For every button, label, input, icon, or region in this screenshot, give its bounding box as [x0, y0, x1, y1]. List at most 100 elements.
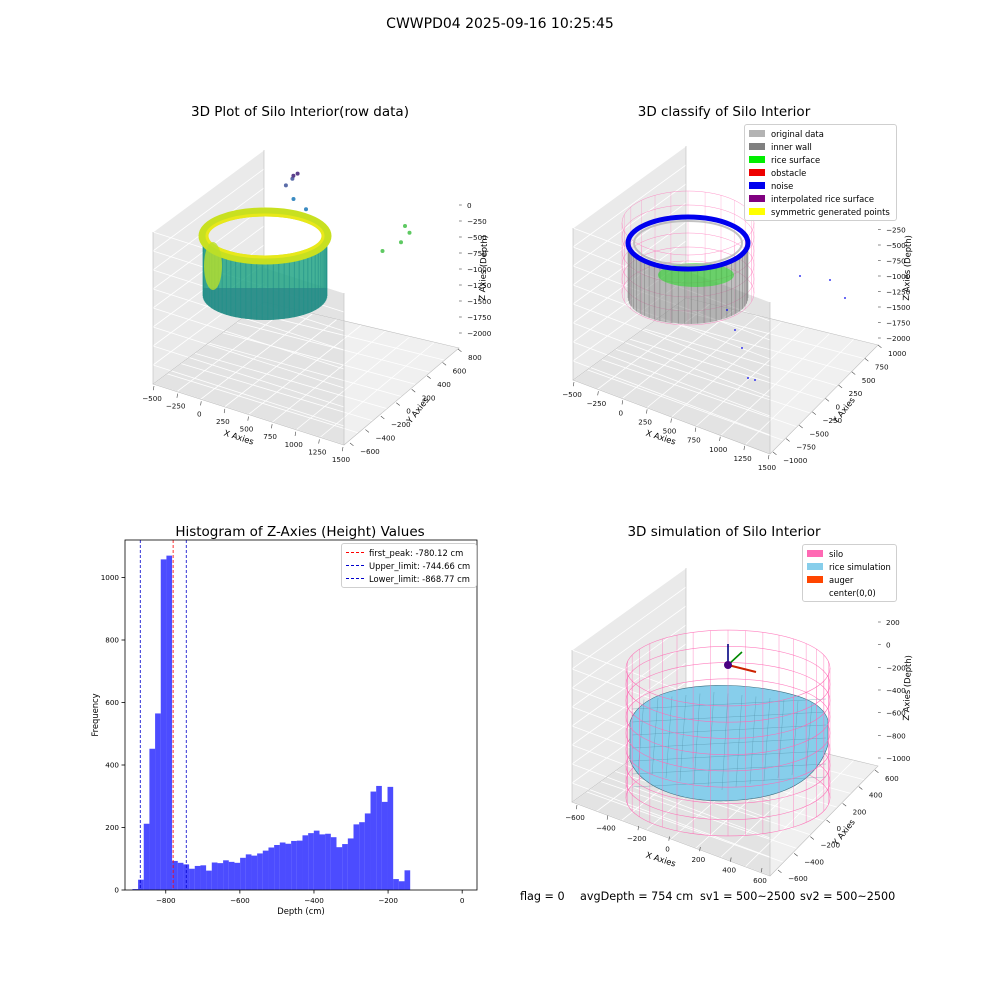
p1-silo-top-highlight	[205, 213, 325, 259]
p3-y-tick-label: 200	[105, 823, 119, 832]
legend-item: rice surface	[749, 153, 892, 166]
raw-data-3d-plot: −500 −250 0 250 500 750 1000 1250 1500 −600 −400 −2…	[142, 149, 492, 464]
p3-histogram-bar	[285, 843, 292, 890]
p2-y-axis-tick-label: −500	[809, 429, 829, 438]
legend-label: interpolated rice surface	[771, 193, 874, 204]
p2-noise-ring	[625, 214, 751, 272]
p4-y-axis-tick-label: 0	[837, 824, 842, 833]
legend-label: noise	[771, 180, 794, 191]
p4-z-axis-tick-label: 0	[886, 641, 891, 650]
p4-x-axis-tick-label: 200	[691, 855, 705, 864]
legend-swatch	[749, 195, 765, 202]
legend-label: center(0,0)	[829, 587, 876, 598]
p4-z-axis-tick-label: −800	[886, 731, 906, 740]
p1-y-axis-tick-label: 400	[437, 380, 451, 389]
p4-grid-line	[571, 605, 687, 689]
p3-histogram-bar	[336, 847, 343, 890]
p1-z-axis-tick-label: −750	[467, 249, 487, 258]
p1-grid-line	[152, 345, 345, 408]
p3-histogram-bar	[291, 840, 297, 890]
p3-histogram-bar	[353, 824, 360, 890]
p1-x-axis-tick	[271, 424, 273, 429]
p2-x-axis-tick	[621, 400, 624, 405]
p2-grid-line	[572, 303, 771, 379]
p4-y-axis-tick-label: 600	[885, 774, 899, 783]
legend-item: auger	[807, 573, 892, 586]
p4-y-axis-tick	[793, 853, 798, 857]
p1-x-axis-tick-label: 0	[197, 409, 202, 418]
legend-swatch	[749, 169, 765, 176]
p1-side-cluster	[204, 242, 222, 290]
p4-x-axis-tick	[606, 815, 609, 820]
p1-y-axis-tick-label: 0	[406, 407, 411, 416]
p3-x-tick-label: −800	[156, 896, 176, 905]
legend-swatch	[749, 156, 765, 163]
p1-y-axis-tick	[365, 429, 370, 433]
p4-x-axis-tick-label: −200	[627, 834, 647, 843]
legend-swatch	[807, 550, 823, 557]
p3-histogram-bar	[274, 845, 280, 890]
p3-histogram-bar	[308, 833, 314, 890]
p1-y-axis-tick	[411, 389, 416, 393]
p2-noise-point	[844, 297, 846, 299]
p3-histogram-bar	[177, 862, 184, 890]
p4-y-axis-tick-label: −600	[788, 874, 808, 883]
legend-item: original data	[749, 127, 892, 140]
p4-x-axis-tick	[761, 867, 763, 873]
p4-grid-line	[571, 643, 687, 727]
p3-histogram-bar	[211, 862, 218, 890]
p2-y-axis-tick	[799, 425, 803, 429]
p2-y-axis-tick-label: −250	[822, 416, 842, 425]
p1-x-axis-tick	[223, 408, 226, 414]
legend-item: symmetric generated points	[749, 205, 892, 218]
sv2-readout: sv2 = 500~2500	[800, 890, 896, 903]
p2-z-axis-tick-label: −2000	[886, 334, 911, 343]
p4-x-axis-tick-label: 400	[722, 866, 736, 875]
p4-z-axis-tick-label: −600	[886, 709, 906, 718]
p4-x-axis-tick-label: −600	[565, 813, 585, 822]
p3-histogram-bar	[268, 847, 275, 890]
p1-z-label: Z Axies (Depth)	[477, 235, 489, 301]
p1-outlier-point	[380, 249, 385, 253]
p4-center-marker	[724, 661, 732, 669]
p1-y-axis-tick	[349, 442, 354, 447]
p3-histogram-bar	[319, 834, 326, 890]
p1-z-axis-tick-label: 0	[467, 201, 472, 210]
p3-histogram-bar	[370, 791, 377, 890]
p2-y-axis-tick	[864, 358, 869, 362]
p3-histogram-bar	[359, 822, 365, 890]
p3-histogram-bar	[240, 857, 246, 890]
p1-grid-line	[152, 149, 265, 233]
p4-surface-mesh-line	[749, 696, 757, 785]
p2-y-axis-tick	[838, 384, 843, 389]
p4-surface-mesh-line	[707, 691, 715, 788]
p2-noise-point	[799, 275, 801, 277]
p1-y-axis-tick-label: 200	[422, 393, 436, 402]
p2-y-axis-tick-label: 750	[875, 362, 889, 371]
p3-y-tick-label: 800	[105, 636, 119, 645]
p2-z-axis-tick-label: −1000	[886, 272, 911, 281]
p1-x-axis-tick-label: 1000	[285, 440, 304, 449]
p3-plot-area	[125, 540, 477, 890]
p3-histogram-bar	[398, 881, 405, 890]
legend-label: Lower_limit: -868.77 cm	[369, 573, 470, 584]
p3-y-tick-label: 400	[105, 761, 119, 770]
p1-y-axis-tick	[380, 415, 385, 420]
p1-x-axis-tick-label: 500	[240, 425, 254, 434]
legend-swatch	[749, 208, 765, 215]
p4-y-axis-tick	[777, 869, 782, 874]
p2-grid-line	[572, 341, 771, 417]
p3-axes-frame	[124, 539, 478, 891]
p1-grid-line	[224, 318, 338, 408]
p3-histogram-bar	[206, 870, 212, 890]
p1-silo-base-points	[203, 288, 327, 320]
legend-label: auger	[829, 574, 854, 585]
p2-z-axis-tick-label: −1250	[886, 288, 911, 297]
p2-x-axis-tick	[573, 381, 575, 387]
p1-grid-line	[176, 307, 289, 392]
legend-line-swatch	[346, 565, 364, 566]
p2-x-axis-tick-label: 0	[618, 408, 623, 417]
legend-item: obstacle	[749, 166, 892, 179]
p4-surface-mesh-line	[735, 694, 743, 788]
p4-y-axis-tick	[826, 819, 831, 824]
